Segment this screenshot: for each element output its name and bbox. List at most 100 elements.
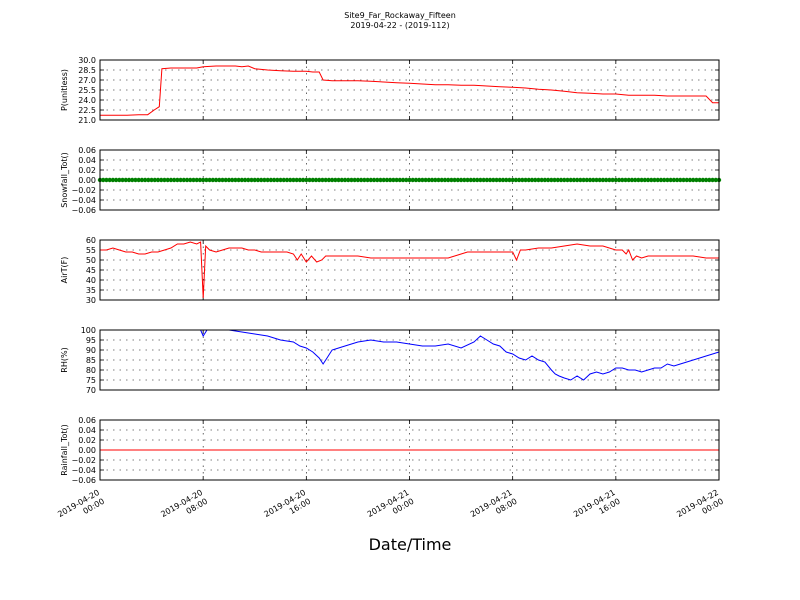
y-axis-label: P(unitless) — [60, 69, 69, 111]
snowfall-point — [574, 177, 580, 183]
x-tick-label: 2019-04-2016:00 — [263, 488, 313, 528]
snowfall-point — [252, 177, 257, 183]
snowfall-point — [462, 177, 467, 183]
snowfall-point — [300, 177, 306, 183]
snowfall-point — [471, 177, 477, 183]
x-tick-label: 2019-04-2100:00 — [366, 488, 416, 528]
snowfall-point — [368, 177, 374, 183]
y-axis-label: RH(%) — [60, 347, 69, 372]
y-tick-label: 80 — [86, 366, 96, 375]
snowfall-point — [168, 177, 174, 183]
snowfall-point — [342, 177, 348, 183]
snowfall-point — [191, 177, 196, 183]
snowfall-point — [378, 177, 383, 183]
snowfall-point — [591, 177, 596, 183]
snowfall-point — [710, 177, 715, 183]
snowfall-point — [465, 177, 470, 183]
snowfall-point — [142, 177, 148, 183]
snowfall-point — [178, 177, 183, 183]
x-tick-label: 2019-04-2116:00 — [572, 488, 622, 528]
snowfall-point — [642, 177, 648, 183]
y-tick-label: −0.06 — [71, 476, 96, 485]
snowfall-point — [339, 177, 344, 183]
snowfall-point — [549, 177, 554, 183]
snowfall-point — [616, 177, 622, 183]
y-tick-label: 0.00 — [78, 176, 96, 185]
y-tick-label: 0.00 — [78, 446, 96, 455]
snowfall-point — [678, 177, 683, 183]
snowfall-point — [587, 177, 593, 183]
snowfall-point — [620, 177, 625, 183]
snowfall-point — [671, 177, 677, 183]
x-tick-label: 2019-04-2108:00 — [469, 488, 519, 528]
snowfall-point — [513, 177, 519, 183]
snowfall-point — [175, 177, 180, 183]
snowfall-point — [494, 177, 499, 183]
snowfall-point — [636, 177, 641, 183]
snowfall-point — [120, 177, 125, 183]
snowfall-point — [362, 177, 367, 183]
y-tick-label: 0.04 — [78, 426, 96, 435]
snowfall-point — [484, 177, 490, 183]
y-tick-label: 50 — [86, 256, 96, 265]
snowfall-point — [275, 177, 280, 183]
snowfall-point — [500, 177, 506, 183]
snowfall-point — [310, 177, 315, 183]
snowfall-point — [568, 177, 573, 183]
snowfall-point — [697, 177, 702, 183]
snowfall-point — [613, 177, 619, 183]
snowfall-point — [384, 177, 390, 183]
snowfall-point — [674, 177, 680, 183]
snowfall-point — [407, 177, 412, 183]
snowfall-point — [375, 177, 380, 183]
snowfall-point — [468, 177, 473, 183]
snowfall-point — [288, 177, 293, 183]
snowfall-point — [265, 177, 270, 183]
snowfall-point — [652, 177, 657, 183]
snowfall-point — [291, 177, 296, 183]
y-tick-label: 0.06 — [78, 146, 96, 155]
snowfall-point — [133, 177, 138, 183]
snowfall-point — [597, 177, 602, 183]
x-axis-label: Date/Time — [368, 535, 452, 554]
snowfall-point — [233, 177, 238, 183]
snowfall-point — [442, 177, 448, 183]
snowfall-point — [581, 177, 586, 183]
snowfall-point — [165, 177, 170, 183]
plot-frame — [99, 59, 720, 121]
snowfall-point — [268, 177, 274, 183]
snowfall-point — [516, 177, 522, 183]
snowfall-point — [661, 177, 667, 183]
snowfall-point — [146, 177, 151, 183]
y-tick-label: −0.06 — [71, 206, 96, 215]
snowfall-point — [126, 177, 132, 183]
snowfall-point — [101, 177, 106, 183]
snowfall-point — [552, 177, 557, 183]
snowfall-point — [281, 177, 286, 183]
y-tick-label: 30 — [86, 296, 96, 305]
snowfall-point — [352, 177, 357, 183]
snowfall-point — [213, 177, 219, 183]
y-tick-label: 55 — [86, 246, 96, 255]
snowfall-point — [665, 177, 670, 183]
snowfall-point — [571, 177, 577, 183]
snowfall-point — [681, 177, 686, 183]
snowfall-point — [645, 177, 651, 183]
snowfall-point — [536, 177, 541, 183]
snowfall-point — [603, 177, 609, 183]
snowfall-point — [713, 177, 718, 183]
y-tick-label: 95 — [86, 336, 96, 345]
snowfall-point — [184, 177, 190, 183]
snowfall-point — [155, 177, 161, 183]
y-tick-label: 60 — [86, 236, 96, 245]
snowfall-point — [684, 177, 689, 183]
y-tick-label: 28.5 — [78, 66, 96, 75]
snowfall-point — [284, 177, 290, 183]
chart-title: Site9_Far_Rockaway_Fifteen — [344, 11, 456, 20]
snowfall-point — [632, 177, 638, 183]
snowfall-point — [391, 177, 396, 183]
y-axis-label: Snowfall_Tot() — [60, 152, 69, 208]
snowfall-point — [426, 177, 432, 183]
snowfall-point — [584, 177, 590, 183]
snowfall-point — [429, 177, 435, 183]
